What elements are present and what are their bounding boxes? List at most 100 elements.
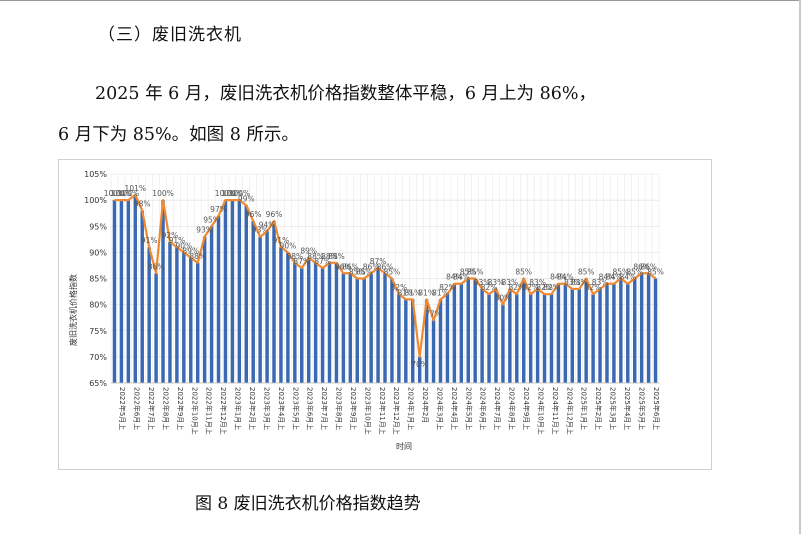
x-tick-label: 2025年1月上	[580, 387, 589, 430]
data-label: 88%	[321, 252, 338, 261]
bar	[404, 299, 408, 383]
chart-data-labels: 100%100%100%101%98%91%86%100%92%91%90%89…	[104, 184, 664, 369]
bar	[195, 262, 200, 383]
bar	[473, 278, 477, 383]
x-axis-label: 时间	[396, 441, 412, 451]
bar	[320, 268, 325, 383]
x-tick-label: 2023年9月上	[349, 387, 358, 430]
data-label: 81%	[404, 288, 421, 297]
x-tick-label: 2023年7月上	[320, 387, 329, 430]
data-label: 81%	[418, 288, 435, 297]
bar	[494, 288, 498, 383]
bar	[140, 210, 144, 383]
section-heading: （三）废旧洗衣机	[98, 25, 242, 45]
data-label: 88%	[286, 252, 303, 261]
x-tick-label: 2023年1月上	[234, 387, 243, 430]
bar	[272, 221, 276, 383]
bar	[591, 294, 595, 383]
bar	[112, 200, 117, 383]
data-label: 96%	[245, 210, 262, 219]
data-label: 82%	[585, 283, 602, 292]
x-tick-label: 2024年9月上	[522, 387, 531, 430]
bar	[383, 273, 387, 383]
series-line	[114, 193, 657, 358]
bar	[431, 320, 436, 383]
bar	[154, 273, 158, 383]
data-label: 100%	[229, 189, 250, 198]
bar	[306, 257, 311, 383]
data-label: 85%	[467, 268, 484, 277]
bar	[639, 273, 644, 383]
bar	[147, 247, 151, 383]
bar	[480, 288, 484, 383]
page-edge	[799, 0, 801, 534]
bar	[355, 278, 359, 383]
data-label: 94%	[259, 220, 276, 229]
data-label: 100%	[104, 189, 125, 198]
data-label: 87%	[370, 257, 387, 266]
data-label: 82%	[508, 283, 525, 292]
x-tick-label: 2023年4月上	[277, 387, 286, 430]
bar	[522, 278, 526, 383]
x-tick-label: 2025年5月上	[637, 387, 646, 430]
bar	[348, 273, 353, 383]
data-label: 97%	[210, 205, 227, 214]
paragraph-line-2: 6 月下为 85%。如图 8 所示。	[58, 125, 299, 145]
bar	[133, 194, 138, 383]
data-label: 85%	[349, 268, 366, 277]
data-label: 99%	[238, 194, 255, 203]
bar	[202, 236, 207, 383]
data-label: 84%	[453, 273, 470, 282]
data-label: 85%	[578, 268, 595, 277]
data-label: 80%	[495, 294, 512, 303]
bar	[535, 288, 540, 383]
data-label: 96%	[266, 210, 283, 219]
y-axis-label: 废旧洗衣机价格指数	[68, 274, 78, 346]
x-tick-label: 2022年7月上	[147, 387, 156, 430]
data-label: 100%	[215, 189, 236, 198]
data-label: 83%	[571, 278, 588, 287]
data-label: 90%	[280, 241, 297, 250]
bar	[182, 252, 186, 383]
data-label: 81%	[397, 288, 414, 297]
data-label: 77%	[425, 309, 442, 318]
data-label: 91%	[141, 236, 158, 245]
data-label: 86%	[335, 262, 352, 271]
bar	[119, 200, 124, 383]
x-tick-label: 2022年12月上	[219, 387, 228, 435]
data-label: 98%	[134, 200, 151, 209]
bar	[237, 200, 242, 383]
x-tick-label: 2022年5月上	[118, 387, 127, 430]
bar	[244, 205, 248, 383]
bar	[216, 215, 221, 383]
data-label: 83%	[474, 278, 491, 287]
data-label: 101%	[125, 184, 146, 193]
x-tick-label: 2023年12月上	[392, 387, 401, 435]
y-tick-label: 75%	[89, 327, 107, 336]
bar	[251, 221, 255, 383]
x-tick-label: 2022年6月上	[133, 387, 142, 430]
top-rule	[0, 0, 801, 1]
bar	[168, 241, 172, 383]
data-label: 84%	[619, 273, 636, 282]
bar	[619, 278, 623, 383]
chart-bars	[112, 194, 658, 383]
figure-caption: 图 8 废旧洗衣机价格指数趋势	[195, 494, 421, 514]
data-label: 95%	[203, 215, 220, 224]
data-label: 85%	[515, 268, 532, 277]
data-label: 85%	[356, 268, 373, 277]
bar	[265, 231, 269, 383]
bar	[397, 294, 401, 383]
bar	[584, 278, 588, 383]
x-tick-label: 2022年8月上	[162, 387, 171, 430]
bar	[612, 283, 616, 383]
bar	[369, 273, 373, 383]
data-label: 85%	[460, 268, 477, 277]
bar	[161, 200, 165, 383]
bar	[646, 273, 651, 383]
bar	[563, 283, 568, 383]
data-label: 87%	[293, 257, 310, 266]
data-label: 100%	[111, 189, 132, 198]
chart-line	[114, 193, 657, 358]
paragraph-line-1: 2025 年 6 月，废旧洗衣机价格指数整体平稳，6 月上为 86%，	[95, 84, 597, 104]
